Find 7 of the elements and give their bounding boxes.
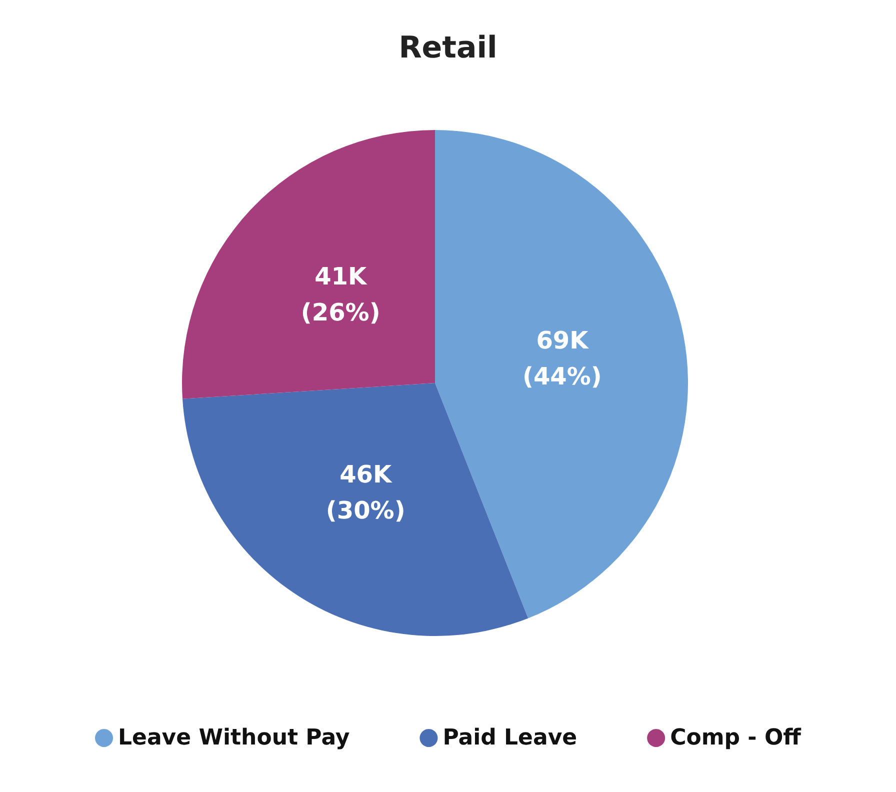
legend-label: Comp - Off — [670, 726, 802, 750]
data-label: 69K (44%) — [522, 326, 602, 391]
chart-title: Retail — [398, 30, 498, 66]
legend-label: Leave Without Pay — [118, 726, 350, 750]
data-label: 41K (26%) — [300, 262, 380, 326]
legend-label: Paid Leave — [442, 726, 578, 750]
data-label: 46K (30%) — [326, 460, 406, 524]
